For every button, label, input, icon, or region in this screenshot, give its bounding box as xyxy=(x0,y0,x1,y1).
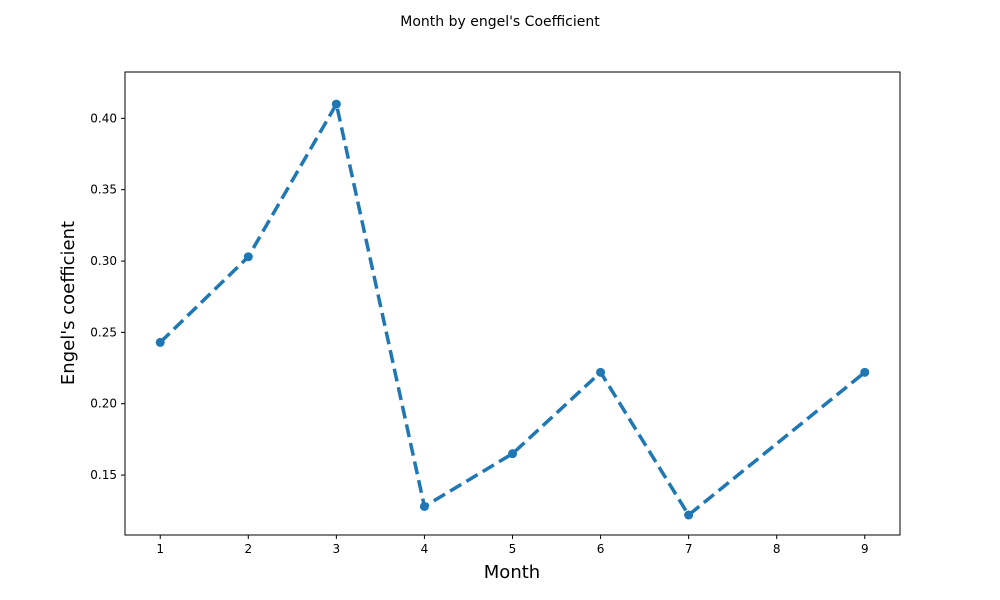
x-tick-label: 6 xyxy=(597,542,605,556)
x-tick-label: 4 xyxy=(421,542,429,556)
x-tick-label: 1 xyxy=(156,542,164,556)
x-axis: 1 2 3 4 5 6 7 8 9 xyxy=(156,535,869,556)
y-tick-label: 0.40 xyxy=(90,111,117,125)
chart-title: Month by engel's Coefficient xyxy=(400,14,600,30)
data-point xyxy=(684,510,694,520)
data-point xyxy=(331,99,341,109)
y-tick-label: 0.25 xyxy=(90,325,117,339)
x-tick-label: 7 xyxy=(685,542,693,556)
data-point xyxy=(508,449,517,459)
x-tick-label: 5 xyxy=(509,542,517,556)
x-tick-label: 8 xyxy=(773,542,781,556)
data-point xyxy=(596,367,606,377)
series-group xyxy=(155,99,870,520)
x-tick-label: 9 xyxy=(861,542,869,556)
x-axis-label: Month xyxy=(484,562,540,583)
series-line xyxy=(158,102,866,517)
y-axis-label: Engel's coefficient xyxy=(58,221,79,385)
plot-area-frame xyxy=(124,71,901,536)
data-point xyxy=(155,337,165,347)
y-tick-label: 0.20 xyxy=(90,397,117,411)
y-tick-label: 0.35 xyxy=(90,183,117,197)
y-axis: 0.15 0.20 0.25 0.30 0.35 0.40 xyxy=(90,111,125,482)
x-tick-label: 3 xyxy=(333,542,341,556)
data-point xyxy=(860,367,870,377)
x-tick-label: 2 xyxy=(244,542,252,556)
data-point xyxy=(419,501,429,511)
y-tick-label: 0.30 xyxy=(90,254,117,268)
data-point xyxy=(243,252,253,262)
y-tick-label: 0.15 xyxy=(90,468,117,482)
